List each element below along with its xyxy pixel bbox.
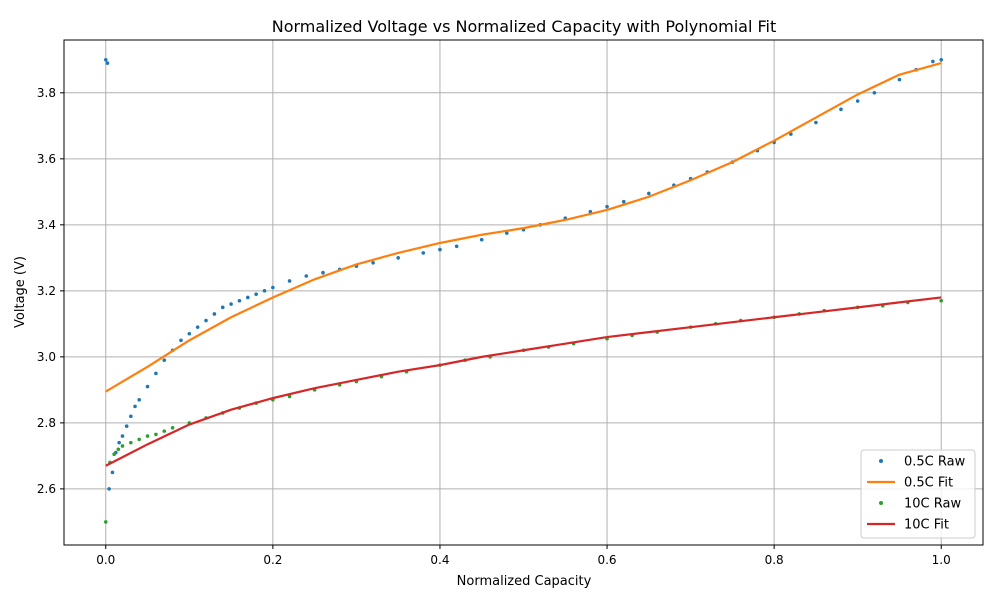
- series-layer: [103, 58, 944, 524]
- data-point: [220, 305, 225, 310]
- data-point: [479, 237, 484, 242]
- y-axis-label: Voltage (V): [13, 256, 28, 328]
- legend-swatch-10c-raw: [879, 501, 883, 505]
- data-point: [145, 384, 150, 389]
- data-point: [271, 285, 275, 290]
- series-0-5c-fit: [105, 62, 942, 393]
- data-point: [939, 58, 944, 62]
- data-point: [110, 470, 115, 475]
- y-ticks: 2.6 2.8 3.0 3.2 3.4 3.6 3.8: [37, 86, 64, 496]
- data-point: [204, 318, 208, 323]
- y-tick-label: 3.8: [37, 86, 56, 100]
- chart-title: Normalized Voltage vs Normalized Capacit…: [272, 17, 777, 36]
- data-point: [179, 338, 183, 343]
- data-point: [137, 397, 141, 402]
- data-point: [212, 312, 217, 316]
- data-point: [246, 295, 250, 300]
- data-point: [504, 231, 509, 235]
- data-point: [647, 191, 651, 196]
- data-point: [112, 452, 116, 457]
- legend-items: 0.5C Raw 0.5C Fit 10C Raw 10C Fit: [867, 455, 966, 533]
- fit-line-0-5c-fit: [105, 62, 942, 393]
- y-tick-label: 2.8: [37, 416, 56, 430]
- x-tick-label: 0.4: [430, 553, 449, 567]
- data-point: [287, 279, 292, 283]
- series-10c-fit: [105, 296, 942, 467]
- y-tick-label: 2.6: [37, 482, 56, 496]
- data-point: [931, 59, 935, 64]
- legend-label-0-5c-raw: 0.5C Raw: [904, 455, 966, 470]
- data-point: [438, 247, 442, 252]
- data-point: [454, 244, 459, 249]
- x-tick-label: 0.6: [597, 553, 616, 567]
- data-point: [814, 120, 818, 125]
- data-point: [124, 424, 129, 428]
- legend-label-10c-fit: 10C Fit: [904, 518, 949, 533]
- legend-label-10c-raw: 10C Raw: [904, 497, 961, 512]
- grid: [64, 40, 983, 545]
- data-point: [897, 77, 902, 82]
- data-point: [588, 209, 593, 214]
- data-point: [133, 404, 137, 409]
- data-point: [605, 204, 609, 209]
- y-tick-label: 3.2: [37, 284, 56, 298]
- data-point: [170, 426, 175, 430]
- legend-label-0-5c-fit: 0.5C Fit: [904, 476, 953, 491]
- data-point: [105, 61, 110, 65]
- x-tick-label: 0.8: [765, 553, 784, 567]
- fit-line-10c-fit: [105, 296, 942, 467]
- legend-swatch-0-5c-raw: [879, 459, 883, 463]
- data-point: [129, 414, 133, 419]
- data-point: [939, 298, 944, 303]
- data-point: [137, 437, 141, 442]
- data-point: [162, 358, 167, 362]
- axes-frame: [63, 39, 984, 546]
- data-point: [262, 289, 267, 293]
- data-point: [237, 298, 242, 303]
- data-point: [120, 434, 125, 438]
- x-tick-label: 0.0: [96, 553, 115, 567]
- x-tick-label: 0.2: [263, 553, 282, 567]
- data-point: [321, 270, 325, 275]
- data-point: [103, 520, 108, 524]
- data-point: [103, 58, 108, 62]
- data-point: [154, 432, 158, 437]
- y-tick-label: 3.4: [37, 218, 56, 232]
- data-point: [129, 440, 133, 445]
- data-point: [107, 487, 111, 491]
- data-point: [154, 371, 158, 376]
- data-point: [421, 251, 426, 255]
- data-point: [287, 394, 292, 399]
- data-point: [117, 440, 121, 445]
- data-point: [116, 447, 121, 452]
- data-point: [187, 331, 192, 336]
- data-point: [839, 107, 843, 112]
- y-tick-label: 3.6: [37, 152, 56, 166]
- y-tick-label: 3.0: [37, 350, 56, 364]
- data-point: [855, 99, 860, 103]
- data-point: [371, 260, 375, 265]
- data-point: [162, 429, 167, 433]
- data-point: [304, 274, 309, 278]
- legend: 0.5C Raw 0.5C Fit 10C Raw 10C Fit: [860, 449, 976, 539]
- data-point: [145, 434, 150, 438]
- x-axis-label: Normalized Capacity: [457, 574, 592, 589]
- data-point: [254, 292, 258, 296]
- data-point: [621, 199, 626, 204]
- x-tick-label: 1.0: [932, 553, 951, 567]
- data-point: [195, 325, 200, 329]
- data-point: [872, 91, 877, 95]
- x-ticks: 0.0 0.2 0.4 0.6 0.8 1.0: [96, 545, 951, 567]
- data-point: [229, 302, 233, 306]
- data-point: [396, 256, 400, 260]
- data-point: [120, 444, 125, 448]
- legend-box: [860, 449, 976, 539]
